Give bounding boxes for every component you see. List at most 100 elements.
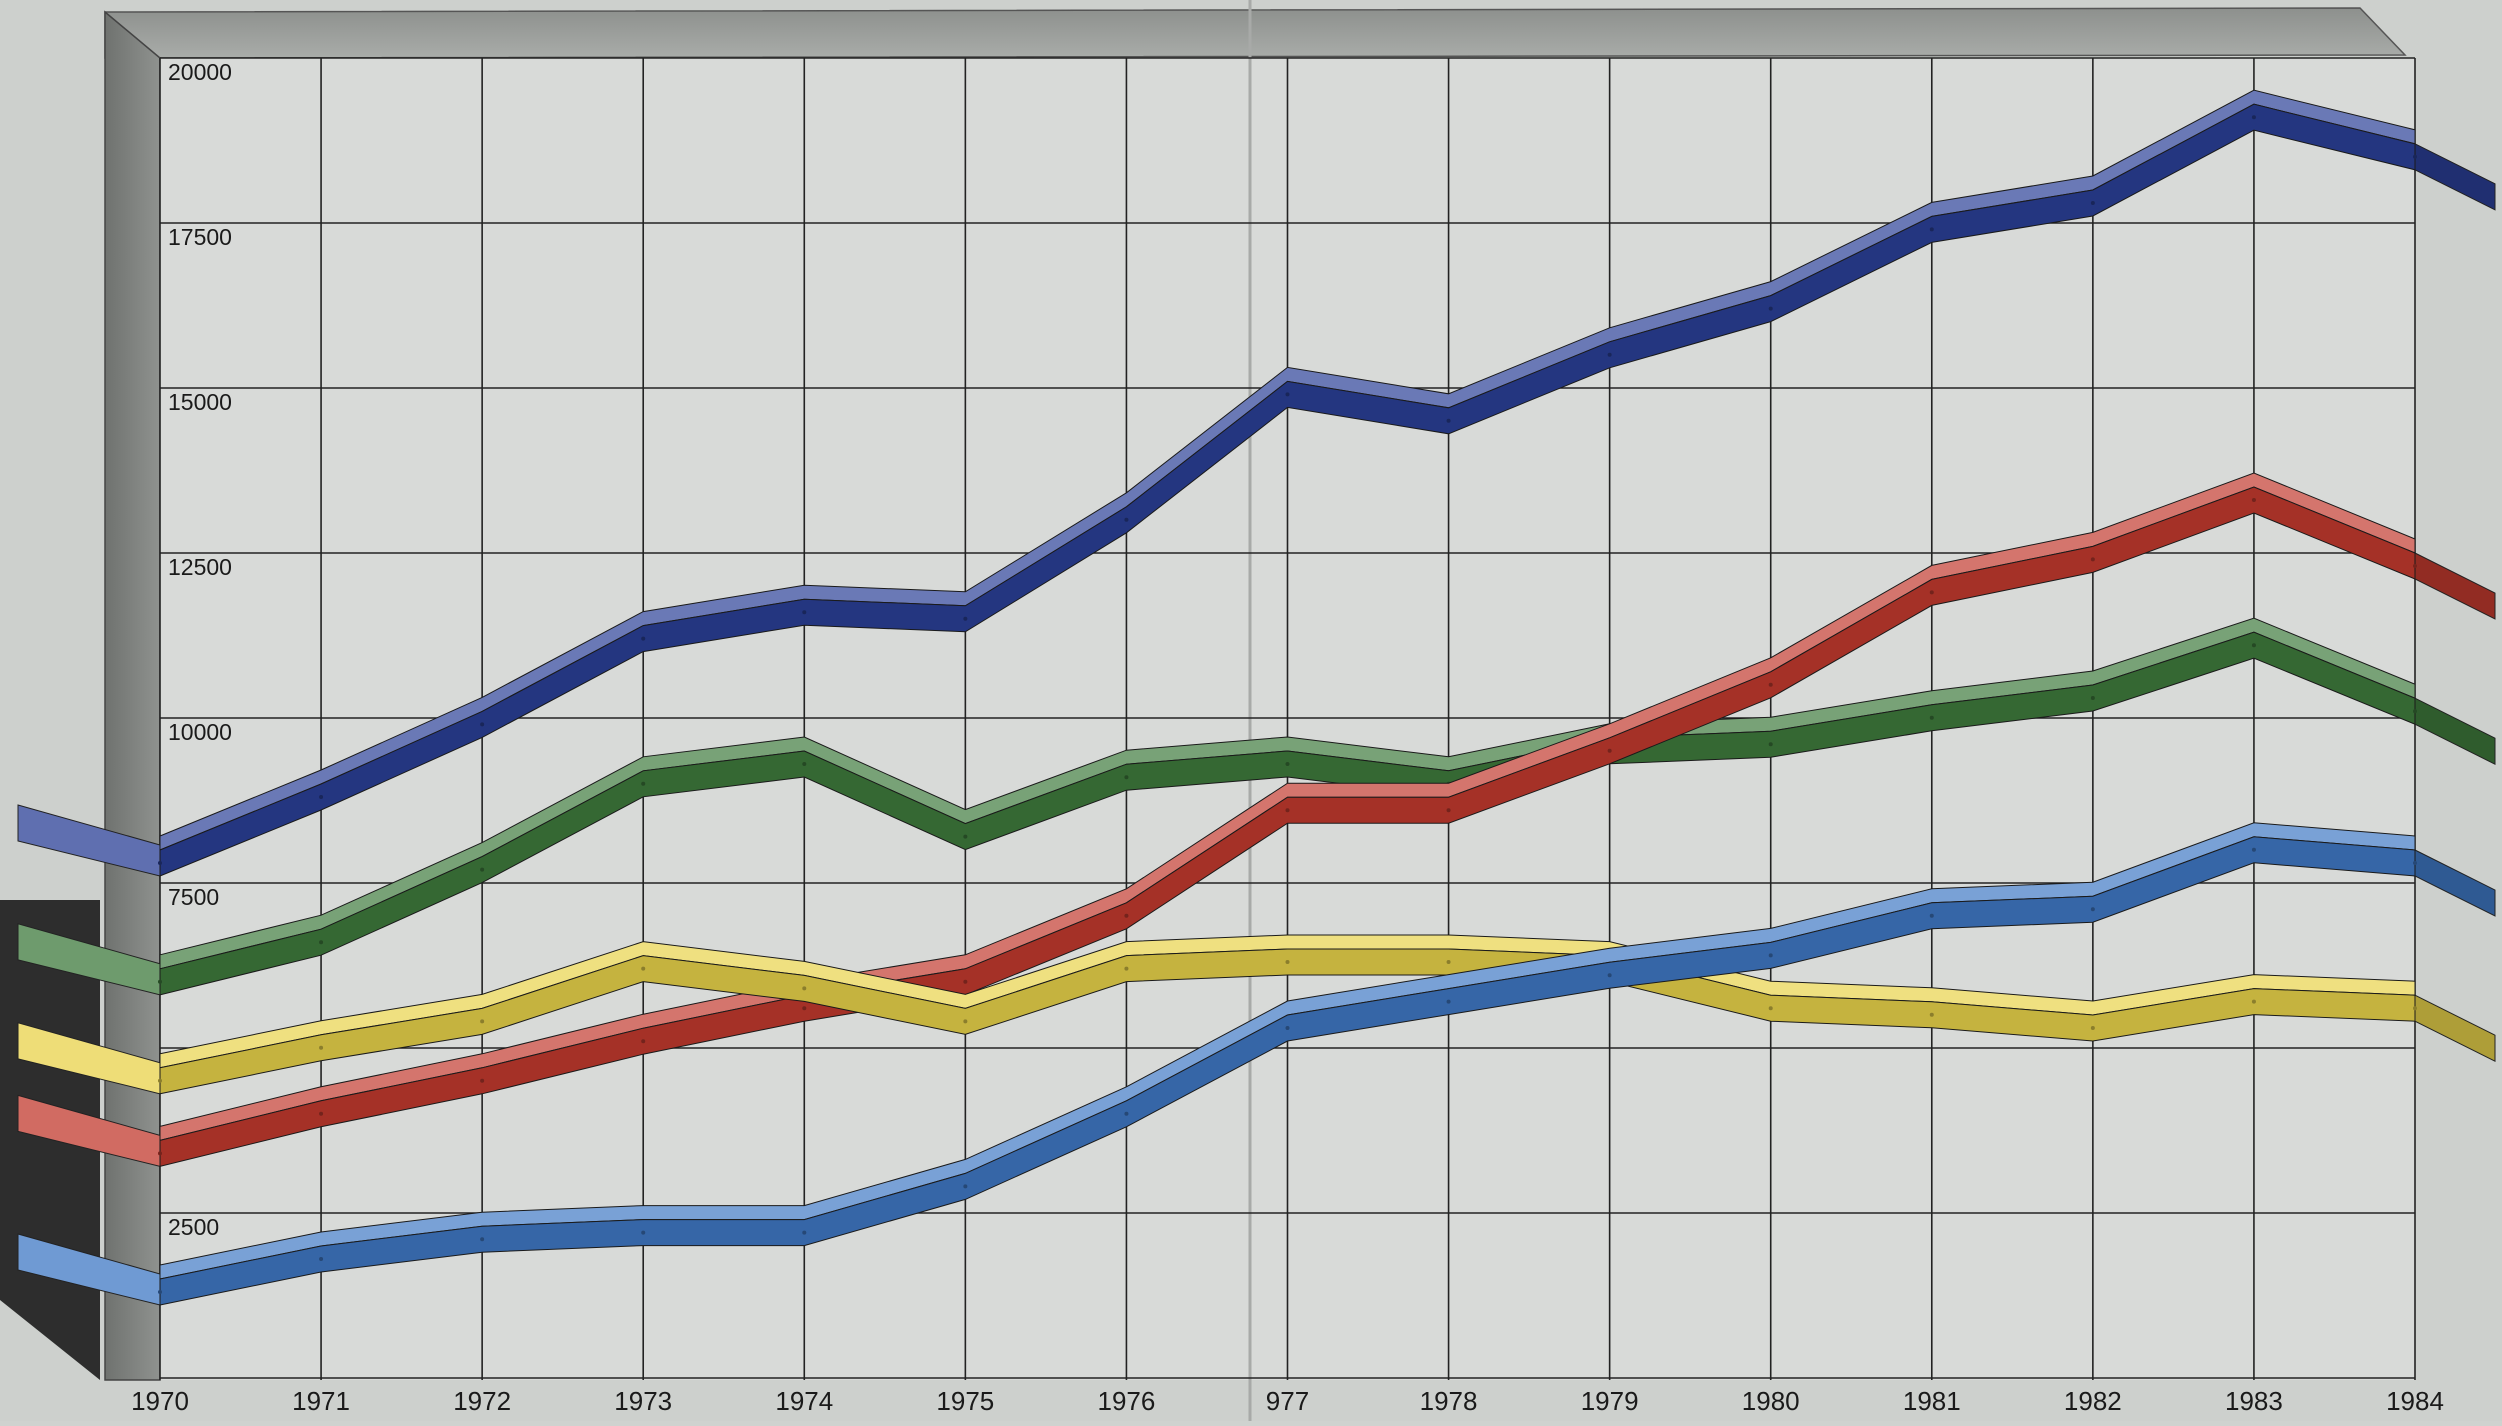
data-point xyxy=(802,762,807,766)
data-point xyxy=(2413,861,2417,865)
data-point xyxy=(1768,953,1773,958)
data-point xyxy=(641,966,646,971)
data-point xyxy=(1285,392,1290,397)
data-point xyxy=(1768,1006,1773,1011)
data-point xyxy=(1446,808,1451,813)
data-point xyxy=(1285,808,1290,813)
x-tick-label: 977 xyxy=(1266,1386,1309,1416)
data-point xyxy=(802,610,807,615)
data-point xyxy=(2413,709,2417,714)
data-point xyxy=(158,979,162,984)
series-front-face xyxy=(159,486,2416,1168)
data-point xyxy=(1929,913,1934,918)
data-point xyxy=(641,636,646,641)
data-point xyxy=(2413,154,2417,159)
y-tick-label: 17500 xyxy=(168,224,232,250)
data-point xyxy=(1124,517,1129,522)
data-point xyxy=(480,867,485,872)
data-point xyxy=(802,986,807,991)
data-point xyxy=(641,781,646,786)
top-frame-bar xyxy=(104,7,2407,59)
data-point xyxy=(158,861,162,865)
x-tick-label: 1976 xyxy=(1098,1386,1156,1416)
data-point xyxy=(319,1045,324,1050)
data-point xyxy=(1285,762,1290,766)
data-point xyxy=(2251,498,2256,502)
series-front-face xyxy=(159,948,2416,1095)
x-tick-label: 1979 xyxy=(1581,1386,1639,1416)
data-point xyxy=(2251,847,2256,852)
data-point xyxy=(2090,557,2095,562)
data-point xyxy=(1607,973,1612,978)
y-tick-label: 2500 xyxy=(168,1214,219,1240)
data-point xyxy=(1768,742,1773,747)
data-point xyxy=(158,1151,162,1156)
data-point xyxy=(963,1019,968,1024)
data-point xyxy=(1607,748,1612,753)
data-point xyxy=(1285,1026,1290,1030)
data-point xyxy=(319,940,324,945)
data-point xyxy=(2090,201,2095,205)
x-tick-label: 1974 xyxy=(775,1386,833,1416)
data-point xyxy=(2251,999,2256,1004)
x-tick-label: 1981 xyxy=(1903,1386,1961,1416)
x-tick-label: 1978 xyxy=(1420,1386,1478,1416)
data-point xyxy=(480,722,485,727)
y-tick-label: 12500 xyxy=(168,554,232,580)
data-point xyxy=(641,1039,646,1044)
data-point xyxy=(319,795,324,799)
data-point xyxy=(1607,352,1612,357)
y-tick-label: 7500 xyxy=(168,884,219,910)
data-point xyxy=(963,979,968,984)
data-point xyxy=(963,1184,968,1189)
data-point xyxy=(2090,907,2095,912)
data-point xyxy=(480,1019,485,1024)
x-tick-label: 1975 xyxy=(936,1386,994,1416)
data-point xyxy=(2251,115,2256,120)
series-front-face xyxy=(159,631,2416,996)
data-point xyxy=(1929,590,1934,595)
data-point xyxy=(1929,1012,1934,1017)
x-tick-label: 1982 xyxy=(2064,1386,2122,1416)
series-5 xyxy=(17,822,2496,1306)
data-point xyxy=(1446,960,1451,964)
y-tick-label: 15000 xyxy=(168,389,232,415)
data-point xyxy=(1285,960,1290,964)
x-tick-label: 1970 xyxy=(131,1386,189,1416)
data-point xyxy=(2090,696,2095,700)
data-point xyxy=(319,1111,324,1116)
x-axis: 1970 1971 1972 1973 1974 1975 1976 977 1978 1979 1… xyxy=(131,1386,2444,1416)
data-point xyxy=(802,1006,807,1011)
data-point xyxy=(2090,1026,2095,1030)
data-point xyxy=(480,1078,485,1083)
x-tick-label: 1984 xyxy=(2386,1386,2444,1416)
y-tick-label: 20000 xyxy=(168,59,232,85)
data-point xyxy=(1446,999,1451,1004)
x-tick-label: 1983 xyxy=(2225,1386,2283,1416)
y-tick-label: 10000 xyxy=(168,719,232,745)
x-tick-label: 1973 xyxy=(614,1386,672,1416)
data-point xyxy=(1124,966,1129,971)
data-point xyxy=(1124,913,1129,918)
data-point xyxy=(2413,564,2417,568)
series-group xyxy=(17,89,2496,1306)
data-point xyxy=(963,834,968,839)
data-point xyxy=(2251,643,2256,648)
data-point xyxy=(158,1290,162,1294)
data-point xyxy=(319,1257,324,1261)
data-point xyxy=(1929,227,1934,232)
series-front-face xyxy=(159,103,2416,877)
series-4 xyxy=(17,934,2496,1095)
series-2 xyxy=(17,617,2496,996)
series-1 xyxy=(17,89,2496,877)
data-point xyxy=(1768,306,1773,311)
x-tick-label: 1980 xyxy=(1742,1386,1800,1416)
series-3 xyxy=(17,472,2496,1168)
data-point xyxy=(641,1230,646,1235)
data-point xyxy=(1768,682,1773,687)
left-wall xyxy=(104,10,161,1381)
series-front-face xyxy=(159,836,2416,1306)
data-point xyxy=(802,1230,807,1235)
